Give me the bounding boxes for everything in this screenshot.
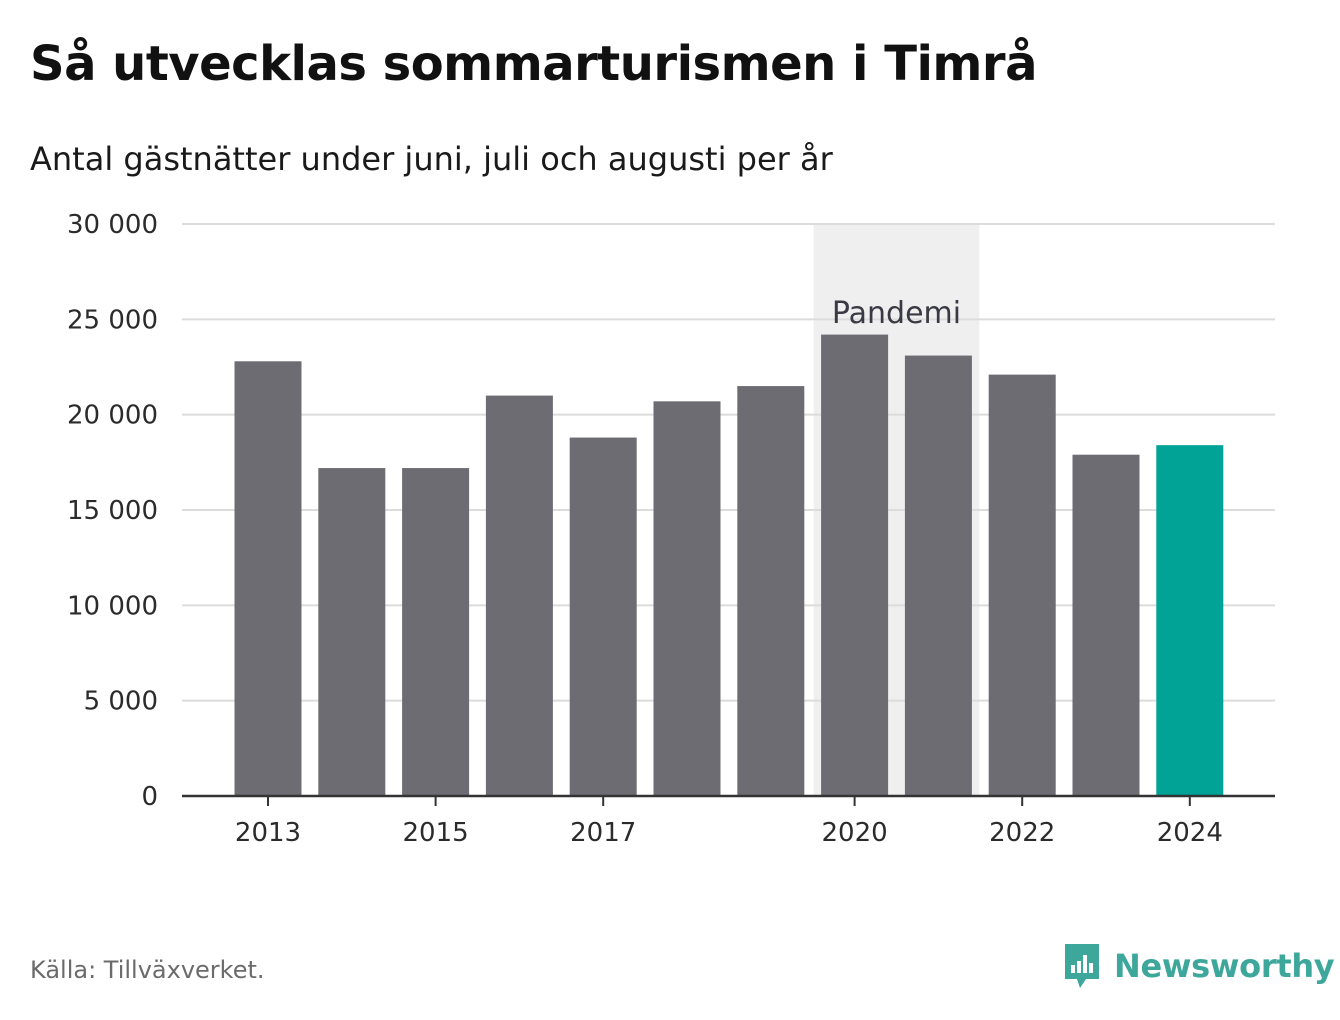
x-tick-label: 2017 (570, 818, 636, 848)
y-tick-label: 10 000 (67, 591, 158, 621)
bar (821, 334, 889, 796)
source-note: Källa: Tillväxverket. (30, 956, 265, 984)
y-tick-label: 25 000 (67, 305, 158, 335)
y-tick-label: 30 000 (67, 210, 158, 240)
brand-logo: Newsworthy (1062, 940, 1335, 992)
brand-name: Newsworthy (1114, 947, 1335, 985)
x-axis-labels: 2013 2015 2017 2020 2022 2024 (235, 818, 1223, 848)
x-tick-label: 2020 (822, 818, 888, 848)
pandemic-label: Pandemi (832, 296, 961, 331)
x-axis (182, 794, 1275, 806)
x-tick-label: 2022 (989, 818, 1055, 848)
annotations: Pandemi (832, 296, 961, 331)
newsworthy-logo-icon (1065, 944, 1099, 988)
bar (1156, 445, 1224, 796)
bars (234, 334, 1224, 796)
y-axis-labels: 0 5 000 10 000 15 000 20 000 25 000 30 000 (67, 210, 158, 812)
bar (653, 401, 721, 796)
bar (402, 468, 470, 796)
y-tick-label: 20 000 (67, 401, 158, 431)
y-tick-label: 15 000 (67, 496, 158, 526)
bar (737, 386, 805, 796)
bar (1072, 454, 1140, 796)
x-tick-label: 2015 (403, 818, 469, 848)
bar (485, 395, 553, 796)
bar-chart: 0 5 000 10 000 15 000 20 000 25 000 30 000 201… (67, 210, 1275, 848)
bar (988, 374, 1056, 796)
x-tick-label: 2013 (235, 818, 301, 848)
chart-title: Så utvecklas sommarturismen i Timrå (30, 36, 1037, 92)
y-tick-label: 5 000 (84, 687, 158, 717)
x-tick-label: 2024 (1157, 818, 1223, 848)
bar (318, 468, 386, 796)
chart-subtitle: Antal gästnätter under juni, juli och au… (30, 140, 833, 178)
bar (234, 361, 302, 796)
y-tick-label: 0 (141, 782, 158, 812)
bar (569, 437, 637, 796)
bar (904, 355, 972, 796)
